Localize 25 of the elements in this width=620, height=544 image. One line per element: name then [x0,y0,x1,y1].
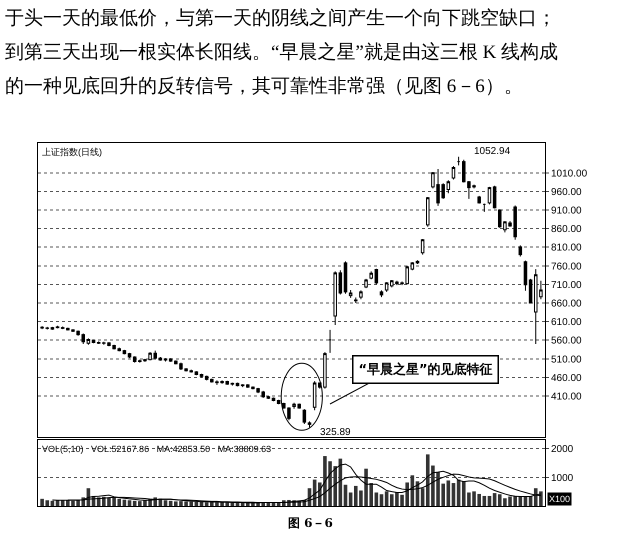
annotation: 1052.94 [474,146,511,157]
text: 的一种见底回升的反转信号，其可靠性非常强（见图 6－6）。 [5,75,523,97]
text: X100 [549,494,570,504]
annotation: “早晨之星”的见底特征 [358,362,493,378]
annotation: 325.89 [320,427,352,438]
y-tick-label: 910.00 [551,205,582,216]
y-tick-label: 860.00 [551,224,582,236]
y-tick-label: 1010.00 [551,168,588,180]
y-tick-label: 710.00 [551,280,582,291]
y-tick-label: 760.00 [551,261,582,272]
text: 到第三天出现一根实体长阳线。“早晨之星”就是由这三根 K 线构成 [5,41,558,63]
y-tick-label: 410.00 [551,392,582,403]
text: 上证指数(日线) [42,147,102,157]
caption: 图 6－6 [288,516,333,530]
chart-title: VOL(5,10) VOL:52167.86 MA:42853.50 MA:38809.63 [42,444,272,454]
y-tick-label: 1000 [551,472,574,484]
text: 于头一天的最低价，与第一天的阴线之间产生一个向下跳空缺口； [5,7,556,29]
y-tick-label: 2000 [551,444,574,456]
y-tick-label: 510.00 [551,354,582,366]
y-tick-label: 810.00 [551,242,582,254]
y-tick-label: 960.00 [551,186,582,198]
y-tick-label: 660.00 [551,298,582,310]
y-tick-label: 460.00 [551,372,582,384]
y-tick-label: 560.00 [551,336,582,347]
y-tick-label: 610.00 [551,317,582,328]
